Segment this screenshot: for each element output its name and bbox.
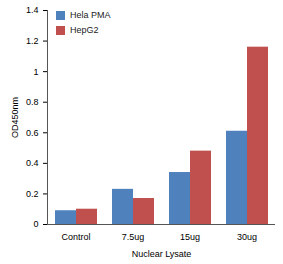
svg-text:0.2: 0.2 bbox=[26, 189, 39, 199]
html-text:Hela PMA: Hela PMA bbox=[70, 10, 111, 20]
svg-text:30ug: 30ug bbox=[237, 232, 257, 242]
svg-text:0: 0 bbox=[33, 219, 38, 229]
svg-text:1: 1 bbox=[33, 67, 38, 77]
svg-text:1.4: 1.4 bbox=[26, 5, 39, 15]
svg-text:7.5ug: 7.5ug bbox=[122, 232, 145, 242]
svg-text:1.2: 1.2 bbox=[26, 36, 39, 46]
svg-text:0.4: 0.4 bbox=[26, 158, 39, 168]
svg-text:0.6: 0.6 bbox=[26, 128, 39, 138]
svg-text:15ug: 15ug bbox=[180, 232, 200, 242]
svg-text:Nuclear Lysate: Nuclear Lysate bbox=[132, 249, 192, 259]
svg-text:OD450nm: OD450nm bbox=[10, 97, 20, 138]
svg-text:Control: Control bbox=[61, 232, 90, 242]
svg-text:0.8: 0.8 bbox=[26, 97, 39, 107]
html-text:HepG2: HepG2 bbox=[70, 25, 99, 35]
